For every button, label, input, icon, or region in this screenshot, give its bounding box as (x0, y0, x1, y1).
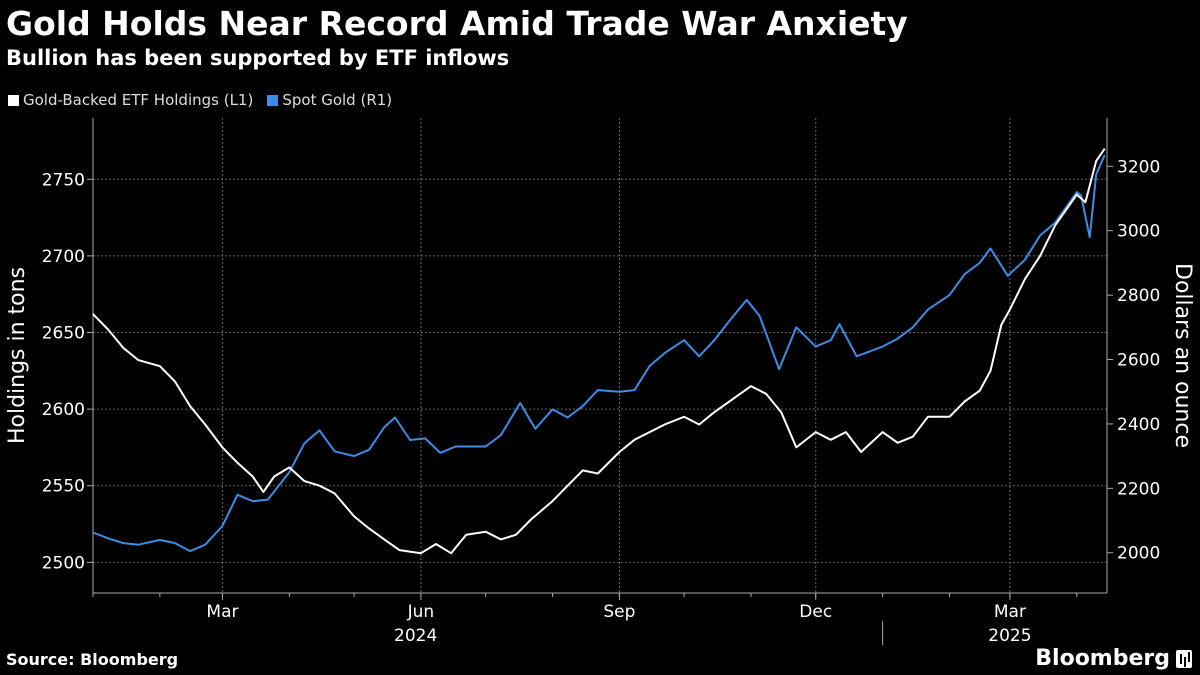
legend-item-etf: Gold-Backed ETF Holdings (L1) (8, 91, 253, 109)
left-tick-label: 2700 (42, 247, 85, 267)
brand-logo: Bloomberg (1035, 646, 1192, 671)
right-tick-label: 2400 (1117, 415, 1160, 435)
x-tick-label: Mar (206, 602, 238, 622)
left-tick-label: 2650 (42, 324, 85, 344)
brand-name: Bloomberg (1035, 646, 1170, 671)
left-axis-title: Holdings in tons (5, 267, 30, 444)
x-tick-label: Jun (407, 602, 435, 622)
chart-subtitle: Bullion has been supported by ETF inflow… (6, 46, 510, 70)
left-tick-label: 2750 (42, 170, 85, 190)
series-line-etf-holdings (92, 148, 1106, 555)
x-tick-label: Mar (994, 602, 1026, 622)
left-tick-label: 2600 (42, 400, 85, 420)
legend-swatch-etf (8, 94, 19, 106)
chart-icon (1176, 649, 1192, 668)
right-tick-label: 3000 (1117, 222, 1160, 242)
right-tick-label: 3200 (1117, 157, 1160, 177)
year-label: 2025 (988, 626, 1031, 646)
chart-title: Gold Holds Near Record Amid Trade War An… (6, 4, 908, 43)
legend-item-spot: Spot Gold (R1) (267, 91, 392, 109)
legend-swatch-spot (267, 94, 279, 106)
right-tick-label: 2200 (1117, 479, 1160, 499)
right-tick-label: 2800 (1117, 286, 1160, 306)
right-axis-title: Dollars an ounce (1170, 263, 1195, 448)
right-tick-label: 2000 (1117, 544, 1160, 564)
source-note: Source: Bloomberg (6, 650, 179, 669)
left-tick-label: 2500 (42, 553, 85, 573)
year-label: 2024 (394, 626, 437, 646)
legend-label-spot: Spot Gold (R1) (282, 91, 393, 109)
left-tick-label: 2550 (42, 477, 85, 497)
x-tick-label: Dec (799, 602, 832, 622)
right-tick-label: 2600 (1117, 351, 1160, 371)
legend-label-etf: Gold-Backed ETF Holdings (L1) (23, 91, 254, 109)
legend: Gold-Backed ETF Holdings (L1) Spot Gold … (8, 91, 392, 109)
series-line-spot-gold (92, 154, 1106, 553)
x-tick-label: Sep (603, 602, 635, 622)
